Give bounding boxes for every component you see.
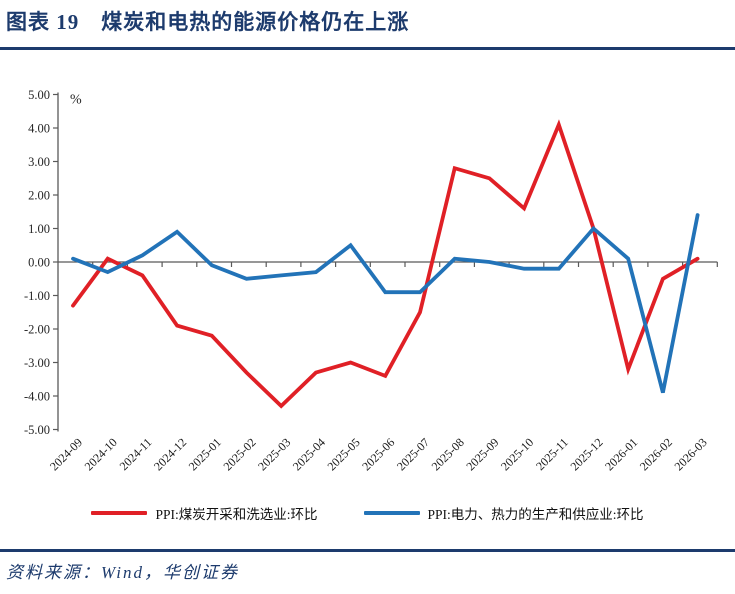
chart-canvas: 5.00 4.00 3.00 2.00 1.00 0.00 -1.00 -2.00 -3.00 -… (24, 88, 718, 473)
x-tick-label: 2026-01 (602, 435, 640, 473)
x-tick-label: 2025-07 (394, 435, 432, 473)
series-line-coal (71, 119, 700, 409)
x-tick-label: 2025-09 (463, 435, 501, 473)
y-tick-label: 5.00 (28, 88, 50, 102)
x-tick-label: 2025-08 (429, 435, 467, 473)
y-tick-label: -3.00 (24, 356, 50, 370)
y-tick-label: 0.00 (28, 255, 50, 269)
x-tick-label: 2025-03 (255, 435, 293, 473)
y-axis-unit-label: % (70, 93, 82, 108)
x-tick-label: 2026-03 (672, 435, 710, 473)
chart-legend: PPI:煤炭开采和洗选业:环比 PPI:电力、热力的生产和供应业:环比 (0, 503, 735, 523)
x-tick-label: 2026-02 (637, 435, 675, 473)
title-divider (0, 47, 735, 50)
y-tick-label: -5.00 (24, 423, 50, 437)
x-tick-label: 2024-12 (151, 435, 189, 473)
x-tick-label: 2025-11 (533, 435, 571, 473)
coal-series-line-swatch (91, 511, 148, 515)
legend-item-electricity: PPI:电力、热力的生产和供应业:环比 (363, 503, 644, 523)
y-tick-label: 2.00 (28, 188, 50, 202)
y-tick-label: -2.00 (24, 322, 50, 336)
x-tick-label: 2025-12 (567, 435, 605, 473)
electricity-series-line-swatch (363, 511, 420, 515)
series-line-electricity (71, 213, 700, 394)
x-tick-label: 2025-01 (186, 435, 224, 473)
x-tick-label: 2025-04 (290, 435, 328, 473)
y-tick-label: -4.00 (24, 389, 50, 403)
x-tick-label: 2025-06 (359, 435, 397, 473)
chart-title: 图表 19 煤炭和电热的能源价格仍在上涨 (6, 10, 410, 34)
x-tick-label: 2025-05 (325, 435, 363, 473)
x-tick-label: 2025-02 (220, 435, 258, 473)
x-tick-label: 2024-11 (117, 435, 155, 473)
y-tick-label: 3.00 (28, 155, 50, 169)
source-note: 资料来源：Wind，华创证券 (6, 563, 239, 582)
y-tick-label: 4.00 (28, 121, 50, 135)
chart-area: 5.00 4.00 3.00 2.00 1.00 0.00 -1.00 -2.00 -3.00 -… (0, 58, 735, 502)
coal-series-label: PPI:煤炭开采和洗选业:环比 (155, 507, 318, 522)
y-tick-label: 1.00 (28, 222, 50, 236)
footer-divider (0, 549, 735, 552)
x-tick-label: 2024-09 (47, 435, 85, 473)
y-tick-label: -1.00 (24, 289, 50, 303)
legend-item-coal: PPI:煤炭开采和洗选业:环比 (91, 503, 318, 523)
x-tick-label: 2025-10 (498, 435, 536, 473)
x-tick-label: 2024-10 (82, 435, 120, 473)
electricity-series-label: PPI:电力、热力的生产和供应业:环比 (427, 507, 644, 522)
